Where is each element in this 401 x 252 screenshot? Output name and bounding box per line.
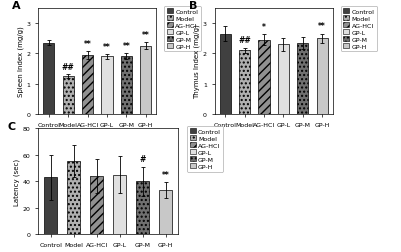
Text: B: B	[188, 2, 197, 11]
Text: **: **	[103, 42, 111, 51]
Text: #: #	[140, 155, 146, 164]
Y-axis label: Latency (sec): Latency (sec)	[13, 158, 20, 205]
Text: ##: ##	[238, 36, 251, 45]
Bar	[113, 175, 126, 234]
Bar	[43, 44, 55, 115]
Bar	[63, 77, 74, 115]
Text: A: A	[12, 2, 21, 11]
Bar	[297, 44, 308, 115]
Bar	[278, 45, 289, 115]
Bar	[67, 162, 81, 234]
Bar	[136, 181, 150, 234]
Bar	[159, 191, 172, 234]
Bar	[140, 47, 151, 115]
Bar	[220, 35, 231, 115]
Text: **: **	[122, 41, 130, 50]
Bar	[121, 57, 132, 115]
Bar	[316, 39, 328, 115]
Bar	[82, 56, 93, 115]
Bar	[258, 41, 269, 115]
Legend: Control, Model, AG-HCl, GP-L, GP-M, GP-H: Control, Model, AG-HCl, GP-L, GP-M, GP-H	[341, 7, 377, 52]
Legend: Control, Model, AG-HCl, GP-L, GP-M, GP-H: Control, Model, AG-HCl, GP-L, GP-M, GP-H	[187, 126, 223, 172]
Text: **: **	[84, 40, 91, 49]
Text: *: *	[262, 23, 266, 32]
Text: C: C	[7, 121, 15, 131]
Y-axis label: Spleen Index (mg/g): Spleen Index (mg/g)	[17, 26, 24, 97]
Text: **: **	[142, 31, 150, 40]
Text: **: **	[318, 22, 326, 31]
Text: **: **	[162, 171, 170, 180]
Bar	[44, 177, 57, 234]
Text: ##: ##	[62, 62, 75, 72]
Bar	[90, 176, 103, 234]
Bar	[239, 51, 250, 115]
Legend: Control, Model, AG-HCl, GP-L, GP-M, GP-H: Control, Model, AG-HCl, GP-L, GP-M, GP-H	[164, 7, 200, 52]
Bar	[101, 57, 113, 115]
Y-axis label: Thymus Index (mg/g): Thymus Index (mg/g)	[194, 24, 200, 99]
